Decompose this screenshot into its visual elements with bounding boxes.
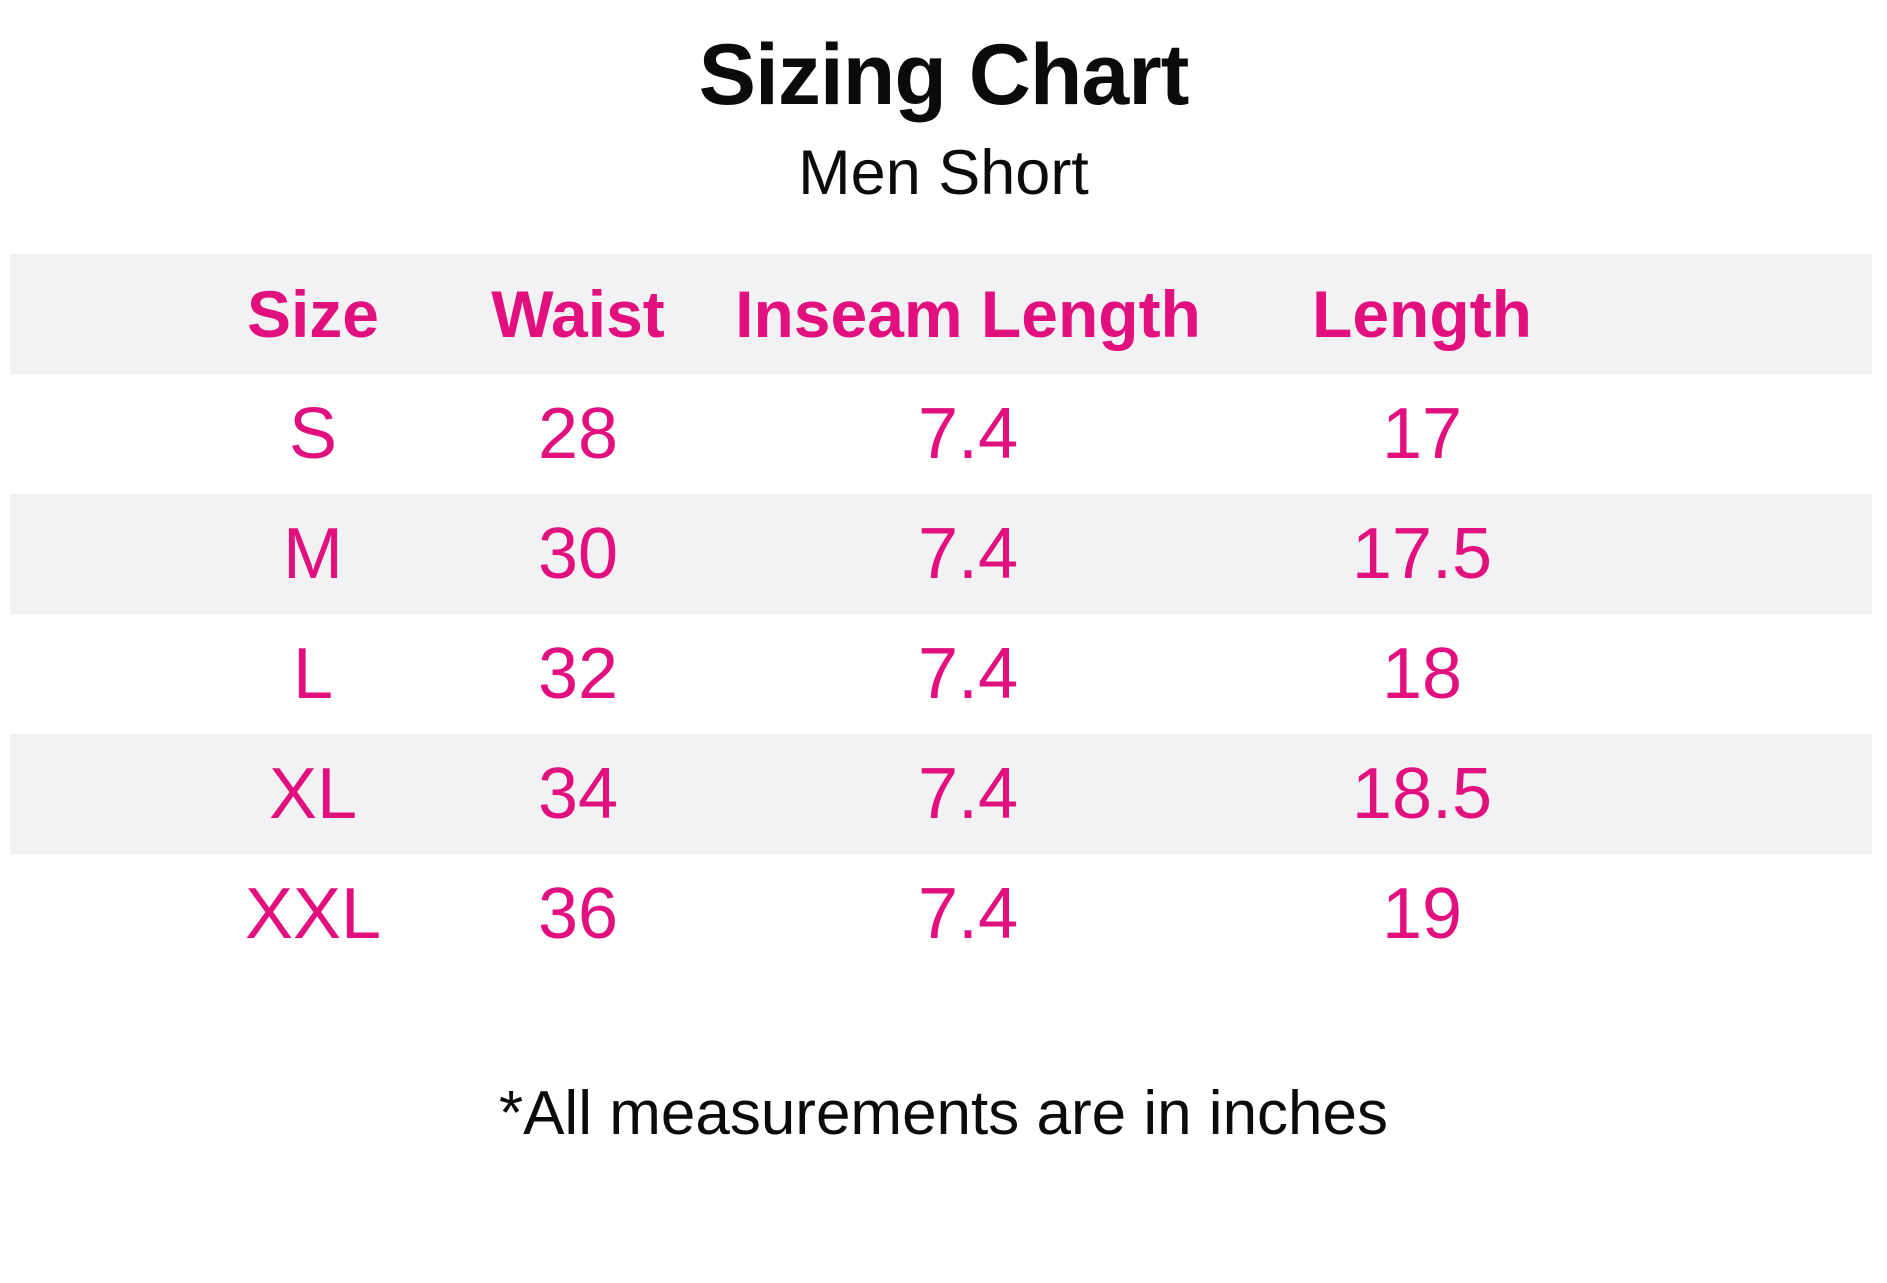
header-row: Size Waist Inseam Length Length bbox=[10, 254, 1872, 375]
cell-length: 17.5 bbox=[1351, 514, 1493, 595]
page-subtitle: Men Short bbox=[798, 137, 1089, 208]
cell-length: 17 bbox=[1381, 394, 1463, 475]
column-header-waist: Waist bbox=[491, 277, 665, 352]
sizing-table: Size Waist Inseam Length Length S 28 7.4… bbox=[10, 254, 1872, 974]
cell-waist: 28 bbox=[537, 394, 619, 475]
cell-length: 19 bbox=[1381, 874, 1463, 955]
table-row: XXL 36 7.4 19 bbox=[10, 854, 1872, 974]
cell-waist: 32 bbox=[537, 634, 619, 715]
table-row: M 30 7.4 17.5 bbox=[10, 494, 1872, 615]
cell-size: L bbox=[292, 634, 334, 715]
cell-size: XL bbox=[268, 754, 358, 835]
cell-inseam-length: 7.4 bbox=[917, 754, 1019, 835]
cell-inseam-length: 7.4 bbox=[917, 394, 1019, 475]
cell-length: 18 bbox=[1381, 634, 1463, 715]
table-row: XL 34 7.4 18.5 bbox=[10, 734, 1872, 855]
cell-length: 18.5 bbox=[1351, 754, 1493, 835]
footnote: *All measurements are in inches bbox=[498, 1079, 1389, 1149]
cell-waist: 34 bbox=[537, 754, 619, 835]
cell-inseam-length: 7.4 bbox=[917, 514, 1019, 595]
cell-size: M bbox=[283, 514, 343, 595]
sizing-chart-figure: Sizing Chart Men Short Size Waist Inseam… bbox=[0, 26, 1887, 1283]
cell-waist: 36 bbox=[537, 874, 619, 955]
table-body: S 28 7.4 17 M 30 7.4 17.5 L 32 7.4 18 XL… bbox=[10, 374, 1872, 974]
page: { "title": "Sizing Chart", "subtitle": "… bbox=[0, 26, 1887, 1283]
column-header-length: Length bbox=[1312, 277, 1532, 352]
column-header-inseam-length: Inseam Length bbox=[735, 277, 1201, 352]
cell-waist: 30 bbox=[537, 514, 619, 595]
page-title: Sizing Chart bbox=[698, 27, 1190, 123]
table-row: L 32 7.4 18 bbox=[10, 614, 1872, 734]
column-header-size: Size bbox=[246, 277, 380, 352]
cell-inseam-length: 7.4 bbox=[917, 634, 1019, 715]
cell-size: S bbox=[288, 394, 338, 475]
cell-inseam-length: 7.4 bbox=[917, 874, 1019, 955]
cell-size: XXL bbox=[244, 874, 382, 955]
table-row: S 28 7.4 17 bbox=[10, 374, 1872, 494]
